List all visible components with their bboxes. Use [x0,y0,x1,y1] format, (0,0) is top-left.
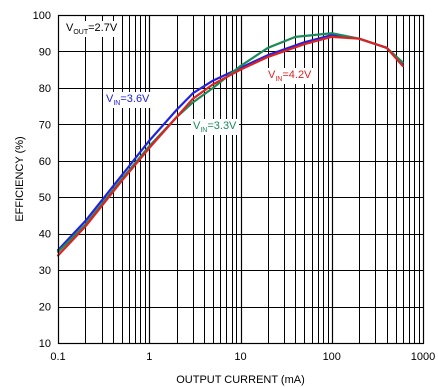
y-tick-label: 100 [33,10,51,22]
y-tick-label: 20 [39,302,51,314]
y-tick-label: 60 [39,156,51,168]
y-axis-title: EFFICIENCY (%) [14,136,26,221]
vin-3v3-annotation: VIN=3.3V [193,120,237,134]
vout-annotation: VOUT=2.7V [66,22,118,36]
x-tick-label: 10 [234,351,246,363]
plot-border [57,14,425,345]
annotation-background [191,119,240,135]
y-tick-label: 10 [39,338,51,350]
x-axis-title: OUTPUT CURRENT (mA) [176,374,305,386]
plot-frame [57,14,425,345]
annotation-background [64,21,120,37]
annotations: VOUT=2.7V VIN=3.6V VIN=3.3V VIN=4.2V [64,21,315,135]
x-tick-label: 0.1 [50,351,65,363]
x-tick-label: 1000 [411,351,435,363]
axis-titles: OUTPUT CURRENT (mA) EFFICIENCY (%) [14,136,305,386]
y-tick-label: 50 [39,192,51,204]
y-tick-label: 70 [39,119,51,131]
annotation-background [266,68,315,84]
y-tick-label: 80 [39,83,51,95]
series-line-2 [56,32,404,253]
series-line-3 [56,35,404,257]
y-tick-label: 90 [39,46,51,58]
vin-3v6-annotation: VIN=3.6V [106,93,150,107]
x-tick-label: 1 [146,351,152,363]
y-tick-label: 30 [39,265,51,277]
x-tick-label: 100 [323,351,341,363]
series-line-1 [56,33,404,252]
series-lines [56,32,404,257]
grid [58,15,423,343]
y-tick-label: 40 [39,229,51,241]
vin-4v2-annotation: VIN=4.2V [268,69,312,83]
annotation-background [104,92,153,108]
tick-labels: 0.1 1 10 100 1000 10 20 30 40 50 60 70 80 90 100 [33,10,436,363]
